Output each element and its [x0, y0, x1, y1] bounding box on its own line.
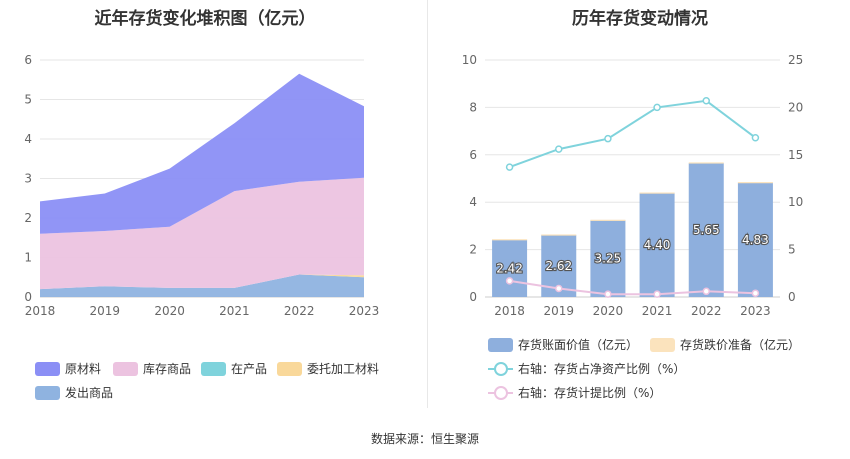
area-库存商品	[40, 177, 364, 290]
left-y-tick-label: 2	[24, 211, 32, 225]
right-y2-tick-label: 5	[788, 243, 796, 257]
bar-value-label: 3.25	[595, 251, 622, 265]
right-y2-tick-label: 10	[788, 195, 803, 209]
line-point	[604, 290, 612, 298]
bar-value-label: 4.83	[742, 233, 769, 247]
left-y-tick-label: 0	[24, 290, 32, 304]
right-y-tick-label: 8	[469, 100, 477, 114]
left-y-tick-label: 3	[24, 172, 32, 186]
line-point	[555, 145, 563, 153]
legend-swatch	[650, 337, 675, 352]
legend-swatch	[277, 361, 302, 376]
bar-value-label: 4.40	[644, 238, 671, 252]
bar-impairment	[590, 219, 626, 221]
legend-label: 右轴：存货占净资产比例（%）	[518, 362, 686, 376]
bar-impairment	[639, 192, 675, 194]
line-point	[505, 277, 514, 285]
legend-swatch	[113, 361, 138, 376]
right-legend-item[interactable]: 存货账面价值（亿元）	[488, 336, 638, 353]
legend-label: 在产品	[231, 362, 268, 376]
left-y-tick-label: 5	[24, 93, 32, 107]
line-point	[653, 290, 661, 298]
right-y-tick-label: 10	[462, 53, 477, 67]
legend-label: 原材料	[65, 362, 102, 376]
legend-swatch	[488, 385, 513, 400]
legend-swatch	[35, 385, 60, 400]
legend-swatch	[488, 337, 513, 352]
line-右轴：存货占净资产比例（%）	[509, 99, 757, 169]
legend-label: 存货账面价值（亿元）	[518, 338, 639, 352]
right-chart-title: 历年存货变动情况	[572, 9, 708, 29]
left-x-tick-label: 2020	[154, 304, 185, 318]
right-y-tick-label: 0	[469, 290, 477, 304]
right-y2-tick-label: 15	[788, 148, 803, 162]
left-legend-item[interactable]: 发出商品	[35, 384, 113, 401]
line-point	[751, 133, 760, 142]
bar-impairment	[737, 182, 773, 184]
bar-impairment	[541, 234, 577, 236]
legend-label: 库存商品	[143, 362, 192, 376]
right-x-tick-label: 2022	[691, 304, 722, 318]
legend-label: 委托加工材料	[307, 362, 380, 376]
legend-label: 右轴：存货计提比例（%）	[518, 386, 662, 400]
left-legend-item[interactable]: 在产品	[201, 360, 267, 377]
line-point	[505, 163, 514, 171]
right-x-tick-label: 2023	[740, 304, 771, 318]
bar-value-label: 2.62	[545, 259, 572, 273]
left-y-tick-label: 6	[24, 53, 32, 67]
left-x-tick-label: 2018	[25, 304, 56, 318]
right-x-tick-label: 2018	[494, 304, 525, 318]
legend-label: 存货跌价准备（亿元）	[680, 338, 801, 352]
left-x-tick-label: 2019	[90, 304, 121, 318]
bar-value-label: 2.42	[496, 261, 523, 275]
line-point	[604, 134, 612, 143]
bar-impairment	[688, 162, 724, 164]
bar-label-bg	[691, 221, 722, 240]
area-原材料	[40, 73, 364, 234]
left-legend-item[interactable]: 原材料	[35, 360, 101, 377]
left-chart-title: 近年存货变化堆积图（亿元）	[94, 9, 316, 29]
left-x-tick-label: 2023	[349, 304, 380, 318]
right-y-tick-label: 2	[469, 243, 477, 257]
right-legend-item[interactable]: 存货跌价准备（亿元）	[650, 336, 800, 353]
bar-label-bg	[642, 235, 673, 254]
right-y2-tick-label: 20	[788, 100, 803, 114]
bar-label-bg	[740, 230, 771, 249]
bar-label-bg	[494, 259, 525, 278]
right-x-tick-label: 2019	[543, 304, 574, 318]
area-发出商品	[40, 274, 364, 297]
right-y2-tick-label: 25	[788, 53, 803, 67]
right-legend-item[interactable]: 右轴：存货计提比例（%）	[488, 384, 661, 401]
bar-label-bg	[592, 249, 623, 268]
left-legend-item[interactable]: 库存商品	[113, 360, 191, 377]
left-x-tick-label: 2021	[219, 304, 250, 318]
data-source: 数据来源：恒生聚源	[370, 432, 479, 446]
right-y2-tick-label: 0	[788, 290, 796, 304]
right-y-tick-label: 4	[469, 195, 477, 209]
right-y-tick-label: 6	[469, 148, 477, 162]
line-point	[751, 289, 760, 297]
right-x-tick-label: 2021	[642, 304, 673, 318]
line-point	[653, 103, 661, 112]
legend-label: 发出商品	[65, 386, 114, 400]
left-legend-item[interactable]: 委托加工材料	[277, 360, 379, 377]
legend-swatch	[35, 361, 60, 376]
right-x-tick-label: 2020	[593, 304, 624, 318]
bar-impairment	[492, 239, 528, 241]
left-y-tick-label: 1	[24, 251, 32, 265]
bar-value-label: 5.65	[693, 223, 720, 237]
line-point	[702, 287, 710, 296]
line-右轴：存货计提比例（%）	[509, 279, 756, 296]
left-y-tick-label: 4	[24, 132, 32, 146]
line-point	[702, 97, 710, 105]
panel-divider	[427, 0, 428, 408]
right-legend-item[interactable]: 右轴：存货占净资产比例（%）	[488, 360, 685, 377]
line-point	[555, 284, 563, 293]
left-x-tick-label: 2022	[284, 304, 315, 318]
bar-label-bg	[543, 256, 574, 275]
legend-swatch	[488, 361, 513, 376]
legend-swatch	[201, 361, 226, 376]
